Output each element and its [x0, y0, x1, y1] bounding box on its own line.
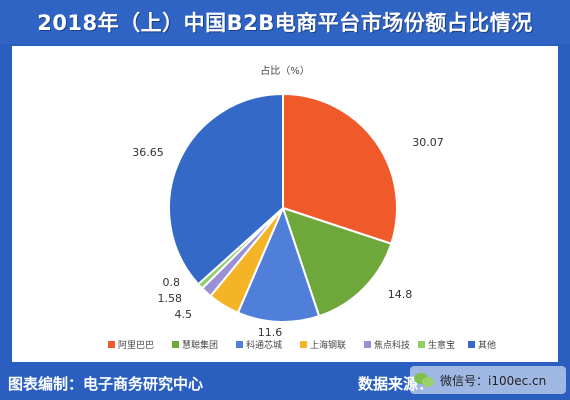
- watermark-text: 微信号：i100ec.cn: [440, 373, 547, 388]
- data-label-3: 11.6: [258, 326, 283, 339]
- watermark: 微信号：i100ec.cn: [410, 366, 566, 394]
- legend-swatch: [418, 341, 425, 348]
- wechat-icon: [414, 371, 436, 389]
- title-bar: 2018年（上）中国B2B电商平台市场份额占比情况: [0, 0, 570, 44]
- data-label-6: 0.8: [163, 276, 181, 289]
- legend-item-5: 焦点科技: [364, 339, 410, 351]
- data-label-4: 4.5: [175, 308, 193, 321]
- data-label-5: 1.58: [158, 292, 183, 305]
- legend-swatch: [236, 341, 243, 348]
- legend-swatch: [468, 341, 475, 348]
- legend-item-2: 慧聪集团: [172, 339, 218, 351]
- legend-label: 阿里巴巴: [118, 340, 154, 351]
- pie-slice-7: [168, 92, 284, 286]
- pie-slice-1: [282, 92, 398, 245]
- chart-title: 占比（%）: [260, 64, 310, 77]
- legend-item-1: 阿里巴巴: [108, 340, 154, 351]
- legend-label: 科通芯城: [246, 339, 282, 351]
- data-label-7: 36.65: [132, 146, 164, 159]
- legend-label: 慧聪集团: [182, 339, 218, 351]
- data-label-1: 30.07: [412, 136, 444, 149]
- legend-item-4: 上海钢联: [300, 339, 346, 351]
- legend-item-3: 科通芯城: [236, 339, 282, 351]
- legend-label: 其他: [478, 339, 496, 351]
- legend-swatch: [172, 341, 179, 348]
- legend-label: 上海钢联: [310, 339, 346, 351]
- legend-swatch: [108, 341, 115, 348]
- chart-panel: 占比（%） 30.07 14.8 11.6 4.5 1.58 0.8 36.65 阿里巴巴 慧…: [12, 46, 558, 362]
- legend-item-6: 生意宝: [418, 339, 455, 351]
- pie-chart: 占比（%） 30.07 14.8 11.6 4.5 1.58 0.8 36.65 阿里巴巴 慧…: [108, 64, 496, 351]
- page-title: 2018年（上）中国B2B电商平台市场份额占比情况: [37, 11, 533, 35]
- compiled-by-text: 图表编制：电子商务研究中心: [8, 375, 204, 393]
- pie-slice-2: [281, 206, 393, 318]
- legend-swatch: [300, 341, 307, 348]
- legend-item-7: 其他: [468, 339, 496, 351]
- pie-slice-3: [236, 205, 321, 323]
- legend-label: 生意宝: [428, 339, 455, 351]
- data-label-2: 14.8: [388, 288, 413, 301]
- legend-swatch: [364, 341, 371, 348]
- legend-label: 焦点科技: [374, 339, 410, 351]
